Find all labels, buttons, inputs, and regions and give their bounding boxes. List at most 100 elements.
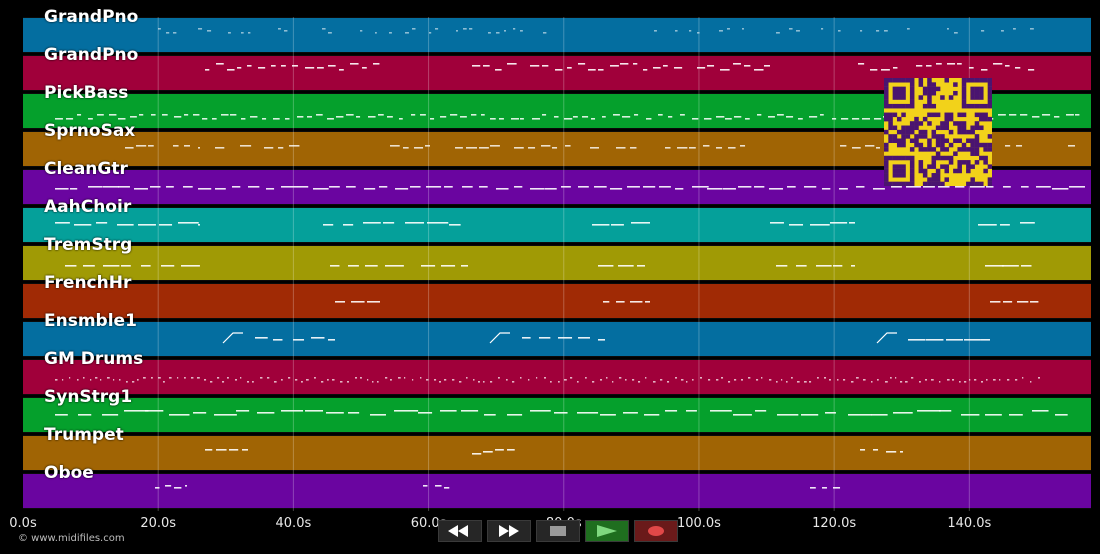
note	[78, 414, 92, 416]
note	[198, 28, 203, 30]
note	[260, 377, 263, 379]
note	[692, 186, 709, 188]
note	[336, 116, 344, 118]
track-lane	[23, 283, 1091, 319]
note	[145, 410, 164, 412]
note	[499, 118, 504, 120]
note	[173, 145, 179, 147]
note	[1005, 65, 1010, 67]
note	[704, 118, 712, 120]
note	[347, 381, 349, 383]
note	[126, 381, 128, 383]
note	[539, 337, 551, 339]
note	[602, 116, 606, 118]
note	[323, 224, 334, 226]
note	[1030, 28, 1034, 30]
note	[689, 30, 692, 32]
play-button[interactable]	[585, 520, 629, 542]
note	[77, 379, 79, 381]
note	[444, 487, 450, 489]
note	[395, 188, 409, 190]
note	[367, 301, 380, 303]
note	[62, 379, 64, 381]
note	[450, 114, 458, 116]
note	[301, 381, 303, 383]
note	[178, 222, 199, 224]
note	[507, 63, 517, 65]
note	[744, 65, 751, 67]
note	[460, 116, 467, 118]
note	[292, 65, 298, 67]
note	[463, 28, 467, 30]
track-name: PickBass	[44, 83, 129, 103]
time-tick-label: 60.0s	[410, 516, 447, 531]
note	[689, 147, 696, 149]
note	[426, 186, 442, 188]
note	[725, 118, 732, 120]
note	[1068, 145, 1075, 147]
note	[631, 222, 650, 224]
note	[716, 147, 723, 149]
note	[723, 188, 736, 190]
note	[284, 30, 288, 32]
note	[748, 377, 751, 379]
note	[1000, 224, 1010, 226]
record-button[interactable]	[634, 520, 678, 542]
note	[755, 410, 767, 412]
note	[469, 28, 473, 30]
note	[541, 145, 551, 147]
note	[404, 377, 406, 379]
note	[734, 116, 742, 118]
note	[143, 377, 146, 379]
note	[905, 381, 908, 383]
note	[681, 379, 684, 381]
note-bend	[876, 332, 897, 344]
note	[348, 412, 360, 414]
note	[821, 28, 824, 30]
track-lane	[23, 397, 1091, 433]
note	[1003, 301, 1013, 303]
note	[169, 377, 172, 379]
note	[865, 145, 875, 147]
time-tick-label: 140.0s	[947, 516, 992, 531]
note	[412, 379, 414, 381]
note	[97, 114, 104, 116]
stop-button[interactable]	[536, 520, 580, 542]
note	[456, 30, 458, 32]
note	[504, 30, 506, 32]
note	[498, 377, 500, 379]
note	[55, 188, 69, 190]
note	[740, 145, 746, 147]
note	[466, 377, 468, 379]
note	[520, 377, 522, 379]
note	[592, 224, 610, 226]
note	[1054, 116, 1060, 118]
note	[520, 30, 523, 32]
rewind-button[interactable]	[438, 520, 482, 542]
note	[214, 414, 237, 416]
note	[364, 188, 376, 190]
note	[177, 377, 179, 379]
note	[728, 381, 731, 383]
note	[776, 381, 778, 383]
note	[125, 147, 134, 149]
note	[326, 412, 344, 414]
note	[741, 379, 743, 381]
note	[191, 377, 194, 379]
note	[161, 265, 175, 267]
note	[330, 265, 340, 267]
note	[440, 116, 447, 118]
note	[248, 186, 260, 188]
note	[893, 412, 913, 414]
note	[931, 379, 934, 381]
note	[816, 265, 832, 267]
note	[193, 114, 200, 116]
note	[675, 188, 684, 190]
note	[328, 339, 335, 341]
note	[1017, 301, 1029, 303]
note	[483, 451, 493, 453]
note	[313, 188, 329, 190]
fast-forward-button[interactable]	[487, 520, 531, 542]
note	[328, 32, 332, 34]
note	[798, 118, 803, 120]
